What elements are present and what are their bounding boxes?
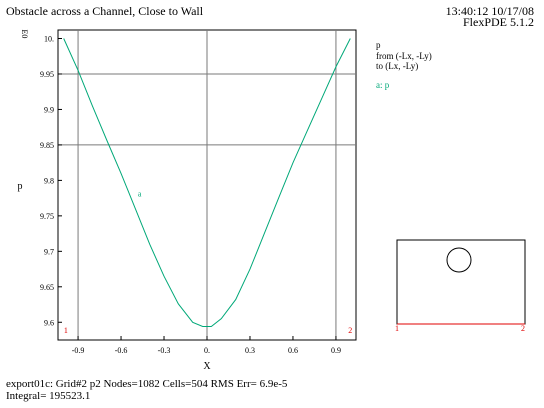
x-tick-label: -0.3 — [158, 346, 171, 355]
x-tick-label: 0.9 — [331, 346, 341, 355]
inset-marker-start: 1 — [395, 324, 399, 333]
x-tick-label: 0.6 — [288, 346, 298, 355]
legend-to: to (Lx, -Ly) — [376, 61, 419, 71]
x-tick-label: -0.9 — [72, 346, 85, 355]
y-tick-label: 9.8 — [44, 176, 54, 185]
footer-stats: export01c: Grid#2 p2 Nodes=1082 Cells=50… — [6, 378, 288, 390]
y-tick-label: 9.95 — [40, 70, 54, 79]
y-scale-label: E0 — [20, 30, 29, 39]
y-tick-label: 9.7 — [44, 247, 54, 256]
legend-series-label: a: p — [376, 80, 390, 90]
endpoint-marker: 2 — [348, 326, 352, 335]
x-tick-label: 0. — [204, 346, 210, 355]
y-tick-label: 9.75 — [40, 212, 54, 221]
x-axis-title: X — [203, 361, 211, 372]
footer-integral: Integral= 195523.1 — [6, 390, 91, 402]
y-tick-label: 9.65 — [40, 283, 54, 292]
series-line-p — [63, 38, 351, 327]
domain-outline — [396, 239, 526, 325]
y-tick-label: 9.6 — [44, 318, 54, 327]
legend-from: from (-Lx, -Ly) — [376, 51, 432, 61]
y-tick-label: 9.85 — [40, 141, 54, 150]
x-tick-label: -0.6 — [115, 346, 128, 355]
y-tick-label: 9.9 — [44, 105, 54, 114]
legend-title: p — [376, 40, 381, 50]
timestamp: 13:40:12 10/17/08 — [445, 4, 534, 18]
y-tick-label: 10. — [44, 35, 54, 44]
inset-marker-end: 2 — [521, 324, 525, 333]
endpoint-marker: 1 — [64, 326, 68, 335]
x-tick-label: 0.3 — [245, 346, 255, 355]
series-label: a — [138, 190, 142, 199]
obstacle-outline — [446, 247, 472, 273]
plot-title: Obstacle across a Channel, Close to Wall — [6, 4, 204, 18]
y-axis-title: p — [18, 181, 23, 192]
version-label: FlexPDE 5.1.2 — [462, 15, 534, 29]
